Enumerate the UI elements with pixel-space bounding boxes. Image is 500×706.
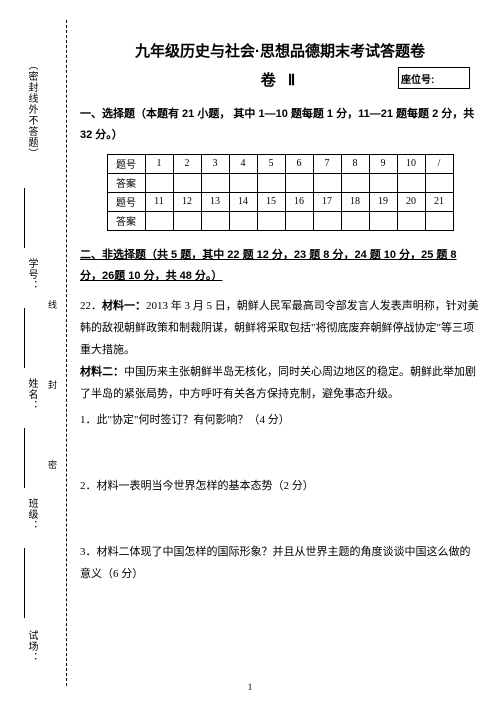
- page-title: 九年级历史与社会·思想品德期末考试答题卷: [80, 40, 480, 61]
- cell: 15: [257, 192, 285, 211]
- answer-cell[interactable]: [397, 173, 425, 192]
- q22-material-1: 22．材料一：2013 年 3 月 5 日，朝鲜人民军最高司令部发言人发表声明称…: [80, 295, 480, 361]
- table-row: 答案: [107, 211, 453, 230]
- page-number: 1: [0, 682, 500, 692]
- section-2-heading: 二、非选择题（共 5 题，其中 22 题 12 分，23 题 8 分，24 题 …: [80, 245, 480, 287]
- cell: 21: [425, 192, 453, 211]
- cell: 7: [313, 154, 341, 173]
- table-row: 题号 11 12 13 14 15 16 17 18 19 20 21: [107, 192, 453, 211]
- field-exam-room-line: [24, 548, 25, 618]
- cell: 9: [369, 154, 397, 173]
- answer-cell[interactable]: [341, 211, 369, 230]
- row-label: 题号: [107, 192, 145, 211]
- answer-cell[interactable]: [145, 211, 173, 230]
- cell: 20: [397, 192, 425, 211]
- answer-cell[interactable]: [425, 211, 453, 230]
- answer-cell[interactable]: [229, 173, 257, 192]
- answer-cell[interactable]: [257, 211, 285, 230]
- answer-cell[interactable]: [313, 173, 341, 192]
- cell: 10: [397, 154, 425, 173]
- seal-marker-feng: 封: [46, 380, 59, 390]
- cell: 1: [145, 154, 173, 173]
- cell: 3: [201, 154, 229, 173]
- seal-marker-mi: 密: [46, 460, 59, 470]
- material-2-label: 材料二：: [80, 366, 124, 378]
- seal-marker-xian: 线: [46, 300, 59, 310]
- answer-cell[interactable]: [285, 211, 313, 230]
- cell: 8: [341, 154, 369, 173]
- subtitle-row: 卷 Ⅱ 座位号:: [80, 69, 480, 90]
- seal-dashed-line: [66, 20, 67, 686]
- page-content: 九年级历史与社会·思想品德期末考试答题卷 卷 Ⅱ 座位号: 一、选择题（本题有 …: [80, 40, 480, 585]
- cell: 4: [229, 154, 257, 173]
- material-1-label: 材料一：: [102, 300, 146, 312]
- answer-cell[interactable]: [229, 211, 257, 230]
- seat-number-label: 座位号:: [401, 71, 434, 86]
- cell: 2: [173, 154, 201, 173]
- seal-note: （密封线外不答题）: [24, 60, 39, 159]
- cell: 18: [341, 192, 369, 211]
- q22-lead: 22．: [80, 300, 102, 312]
- cell: 14: [229, 192, 257, 211]
- cell: 6: [285, 154, 313, 173]
- volume-label: 卷 Ⅱ: [261, 69, 300, 90]
- binding-gutter: 试场： 班级： 姓名： 学号： 密 封 线 （密封线外不答题）: [0, 0, 70, 706]
- q22-sub-2: 2．材料一表明当今世界怎样的基本态势（2 分）: [80, 475, 480, 497]
- cell: 11: [145, 192, 173, 211]
- field-class-line: [24, 428, 25, 488]
- cell: /: [425, 154, 453, 173]
- cell: 19: [369, 192, 397, 211]
- answer-cell[interactable]: [173, 211, 201, 230]
- cell: 16: [285, 192, 313, 211]
- field-name-label: 姓名：: [24, 378, 39, 411]
- answer-cell[interactable]: [201, 211, 229, 230]
- answer-cell[interactable]: [257, 173, 285, 192]
- section-1-heading: 一、选择题（本题有 21 小题， 其中 1—10 题每题 1 分，11—21 题…: [80, 104, 480, 146]
- answer-cell[interactable]: [313, 211, 341, 230]
- material-2-body: 中国历来主张朝鲜半岛无核化，同时关心周边地区的稳定。朝鲜此举加剧了半岛的紧张局势…: [80, 366, 476, 400]
- answer-cell[interactable]: [173, 173, 201, 192]
- field-student-id-line: [24, 188, 25, 248]
- field-name-line: [24, 308, 25, 368]
- row-label: 题号: [107, 154, 145, 173]
- q22-sub-1: 1．此"协定"何时签订？有何影响？（4 分）: [80, 409, 480, 431]
- answer-cell[interactable]: [369, 211, 397, 230]
- field-student-id-label: 学号：: [24, 258, 39, 291]
- cell: 12: [173, 192, 201, 211]
- q22-material-2: 材料二：中国历来主张朝鲜半岛无核化，同时关心周边地区的稳定。朝鲜此举加剧了半岛的…: [80, 361, 480, 405]
- answer-table: 题号 1 2 3 4 5 6 7 8 9 10 / 答案 题号 11 12 13…: [107, 154, 454, 231]
- q22-sub-3: 3．材料二体现了中国怎样的国际形象？并且从世界主题的角度谈谈中国这么做的意义（6…: [80, 541, 480, 585]
- cell: 5: [257, 154, 285, 173]
- row-label: 答案: [107, 211, 145, 230]
- row-label: 答案: [107, 173, 145, 192]
- field-class-label: 班级：: [24, 498, 39, 531]
- table-row: 题号 1 2 3 4 5 6 7 8 9 10 /: [107, 154, 453, 173]
- field-exam-room-label: 试场：: [24, 630, 39, 663]
- answer-cell[interactable]: [425, 173, 453, 192]
- answer-cell[interactable]: [369, 173, 397, 192]
- cell: 13: [201, 192, 229, 211]
- answer-cell[interactable]: [145, 173, 173, 192]
- answer-cell[interactable]: [285, 173, 313, 192]
- answer-cell[interactable]: [341, 173, 369, 192]
- cell: 17: [313, 192, 341, 211]
- answer-cell[interactable]: [201, 173, 229, 192]
- table-row: 答案: [107, 173, 453, 192]
- seat-number-box[interactable]: 座位号:: [398, 67, 470, 89]
- answer-cell[interactable]: [397, 211, 425, 230]
